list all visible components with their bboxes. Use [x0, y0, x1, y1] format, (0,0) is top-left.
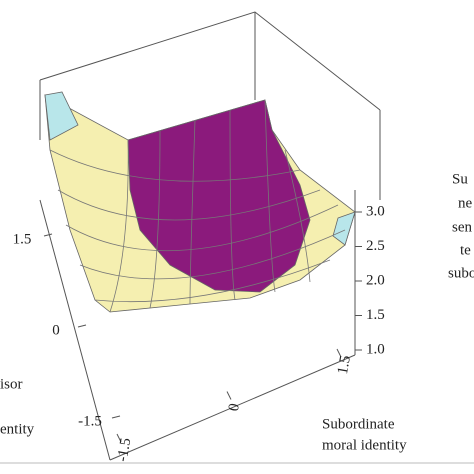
x-tick [116, 433, 122, 443]
y-tick-label: -1.5 [78, 413, 102, 429]
z-tick-label: 3.0 [366, 203, 385, 219]
z-tick-label: 2.5 [366, 238, 385, 254]
y-tick-label: 1.5 [13, 231, 32, 247]
y-tick [111, 415, 121, 419]
x-tick [226, 391, 232, 400]
z-axis-title: sen [452, 219, 472, 235]
x-tick [336, 348, 342, 358]
x-axis-title: moral identity [322, 437, 407, 453]
x-tick-label: -1.5 [115, 437, 135, 463]
x-tick-label: 0 [226, 402, 243, 412]
surface-high [127, 99, 311, 293]
z-tick-label: 1.5 [366, 307, 385, 323]
surface-mesh [49, 99, 346, 313]
surface [44, 91, 356, 313]
y-axis-title: entity [0, 421, 35, 437]
z-tick-label: 1.0 [366, 341, 385, 357]
z-tick-label: 2.0 [366, 272, 385, 288]
x-tick-label: 1.5 [335, 354, 354, 375]
surface-edge [332, 211, 356, 246]
z-axis-title: subo [448, 265, 474, 281]
box-frame [39, 11, 381, 461]
z-axis-title: ne [458, 195, 473, 211]
y-tick-label: 0 [52, 322, 60, 338]
axis-title: Subordinate moral identity isor entity S… [0, 171, 474, 453]
y-tick [77, 324, 87, 328]
x-axis-title: Subordinate [322, 416, 395, 432]
y-axis-title: isor [0, 376, 23, 392]
y-tick [43, 233, 53, 237]
z-axis-title: te [460, 242, 471, 258]
surface-edge [44, 91, 79, 141]
z-axis-title: Su [452, 171, 468, 187]
